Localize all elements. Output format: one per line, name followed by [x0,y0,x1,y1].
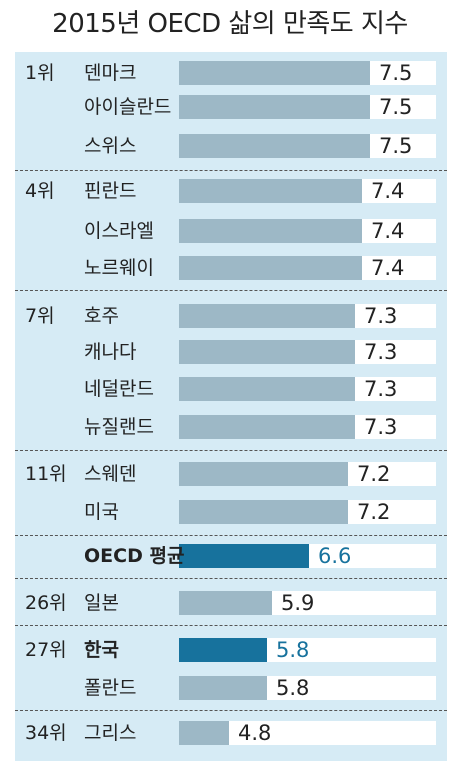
group-separator [15,450,447,451]
value-label: 7.5 [379,95,413,119]
value-label: 6.6 [318,544,352,568]
country-label: 아이슬란드 [84,96,172,118]
value-label: 5.8 [276,676,310,700]
country-label: 네덜란드 [84,378,154,400]
value-label: 7.3 [364,340,398,364]
country-label: 미국 [84,501,119,523]
country-label: 한국 [84,639,119,661]
country-label: 호주 [84,305,119,327]
value-label: 7.5 [379,134,413,158]
value-label: 7.3 [364,415,398,439]
rank-label: 1위 [25,62,55,84]
value-label: 7.3 [364,377,398,401]
value-label: 7.3 [364,304,398,328]
value-label: 7.5 [379,61,413,85]
country-label: 이스라엘 [84,220,154,242]
group-separator [15,710,447,711]
group-separator [15,578,447,579]
country-label: 일본 [84,592,119,614]
country-label: 그리스 [84,722,137,744]
bar [179,256,362,280]
bar [179,462,348,486]
rank-label: 11위 [25,463,67,485]
value-label: 5.8 [276,638,310,662]
country-label: 핀란드 [84,180,137,202]
value-label: 7.2 [357,462,391,486]
rank-label: 7위 [25,305,55,327]
value-label: 5.9 [281,591,315,615]
rank-label: 27위 [25,639,67,661]
rank-label: 26위 [25,592,67,614]
bar [179,179,362,203]
bar [179,340,355,364]
bar [179,500,348,524]
group-separator [15,170,447,171]
bar [179,95,370,119]
bar [179,304,355,328]
country-label: 덴마크 [84,62,137,84]
bar [179,415,355,439]
group-separator [15,535,447,536]
country-label: 스웨덴 [84,463,137,485]
value-label: 7.4 [371,179,405,203]
bar [179,61,370,85]
chart-title: 2015년 OECD 삶의 만족도 지수 [52,9,408,39]
bar [179,721,229,745]
bar [179,219,362,243]
group-separator [15,290,447,291]
value-label: 7.4 [371,219,405,243]
group-separator [15,625,447,626]
country-label: 스위스 [84,135,137,157]
rank-label: 34위 [25,722,67,744]
bar [179,591,272,615]
bar [179,134,370,158]
bar [179,377,355,401]
country-label: OECD 평균 [84,545,185,567]
bar [179,544,309,568]
bar [179,638,267,662]
bar [179,676,267,700]
country-label: 뉴질랜드 [84,416,154,438]
value-label: 7.4 [371,256,405,280]
rank-label: 4위 [25,180,55,202]
value-label: 7.2 [357,500,391,524]
country-label: 폴란드 [84,677,137,699]
value-label: 4.8 [238,721,272,745]
country-label: 노르웨이 [84,257,154,279]
country-label: 캐나다 [84,341,137,363]
